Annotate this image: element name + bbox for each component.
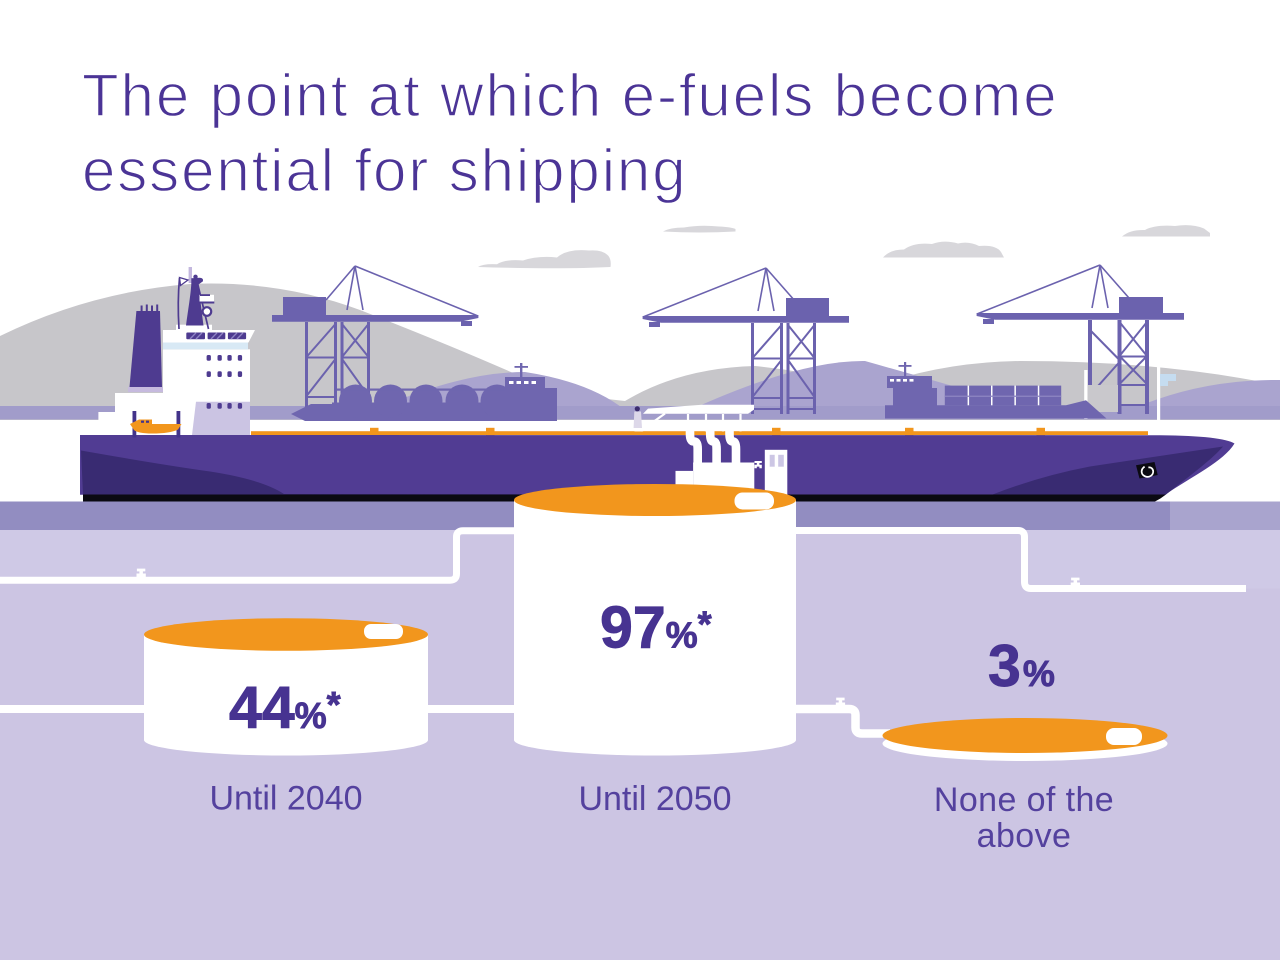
svg-text:44%*: 44%* — [229, 675, 341, 741]
svg-text:None of the: None of the — [934, 781, 1114, 819]
svg-text:The point at which e-fuels bec: The point at which e-fuels become — [82, 62, 1059, 129]
svg-text:Until 2040: Until 2040 — [209, 780, 362, 818]
svg-text:above: above — [977, 817, 1072, 855]
svg-text:essential for shipping: essential for shipping — [82, 137, 687, 204]
svg-text:Until 2050: Until 2050 — [578, 780, 731, 818]
